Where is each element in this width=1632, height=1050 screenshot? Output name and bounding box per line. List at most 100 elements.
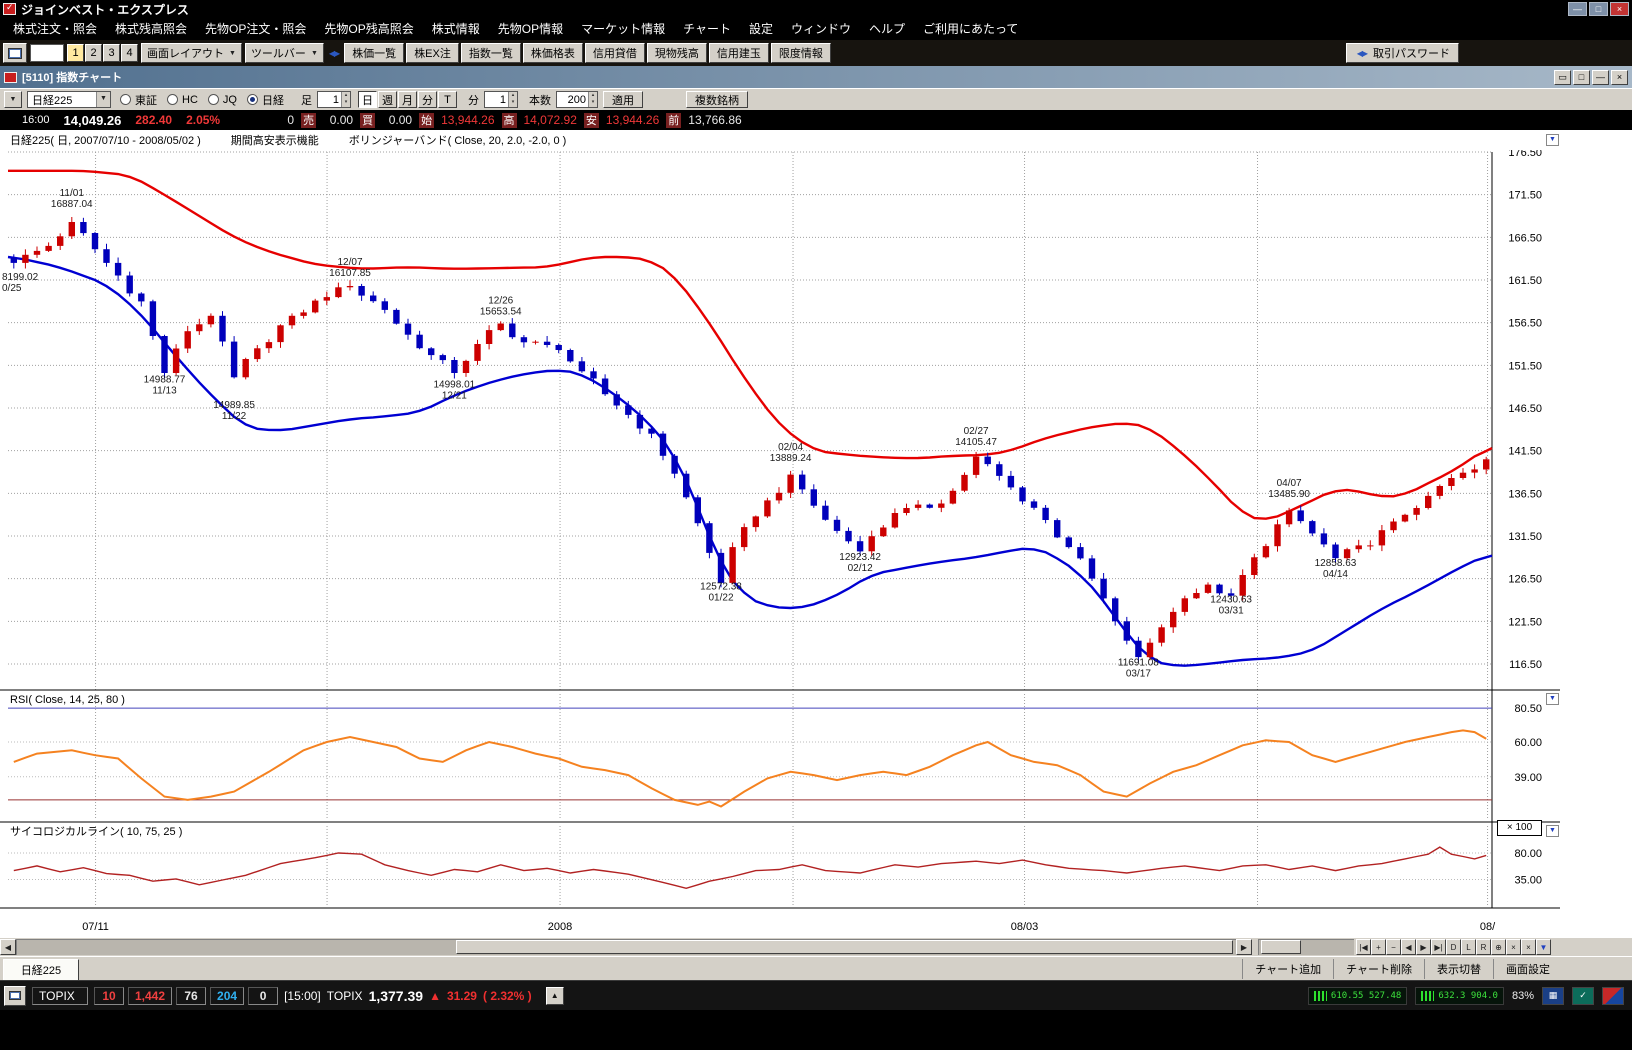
chart-tool-button[interactable]: ▼ [1536,939,1551,955]
menu-item[interactable]: ヘルプ [869,22,906,36]
quick-button[interactable]: 信用建玉 [708,43,769,63]
quick-button[interactable]: 株価格表 [522,43,583,63]
bars-input[interactable]: 200 ▴ ▾ [555,91,598,108]
restore-icon[interactable]: □ [1589,2,1608,16]
chart-action-button[interactable]: 表示切替 [1424,959,1493,979]
preset-button-2[interactable]: 2 [85,44,102,62]
chevron-down-icon: ▼ [229,49,236,57]
tray-app-icon[interactable] [1602,986,1624,1005]
screen-icon-button[interactable] [3,43,27,63]
menu-item[interactable]: 株式残高照会 [115,22,188,36]
multi-symbol-button[interactable]: 複数銘柄 [685,91,748,108]
tray-check-icon[interactable]: ✓ [1572,986,1594,1005]
menu-item[interactable]: 設定 [748,22,773,36]
chart-tool-button[interactable]: ▶| [1431,939,1446,955]
candles [10,217,1490,663]
radio-selected[interactable] [246,94,258,105]
menu-item[interactable]: チャート [683,22,731,36]
panel-dropdown-icon[interactable] [1546,825,1559,837]
svg-text:161.50: 161.50 [1508,275,1542,287]
collapse-arrows-icon[interactable]: ◀▶ [328,48,340,58]
chart-tool-button[interactable]: − [1386,939,1401,955]
svg-text:11/22: 11/22 [222,411,247,422]
scroll-right-icon[interactable]: ▶ [1236,939,1252,955]
menu-item[interactable]: 先物OP注文・照会 [205,22,307,36]
period-button[interactable]: 月 [397,91,417,108]
chart-tool-button[interactable]: × [1521,939,1536,955]
chart-action-button[interactable]: チャート追加 [1242,959,1333,979]
period-button[interactable]: T [437,91,457,108]
zoom-slider-thumb[interactable] [1261,940,1301,954]
apply-button[interactable]: 適用 [602,91,643,108]
chart-action-button[interactable]: チャート削除 [1333,959,1424,979]
tab-nikkei225[interactable]: 日経225 [3,959,79,980]
menu-item[interactable]: 株式情報 [431,22,480,36]
chevron-down-icon[interactable]: ▼ [96,92,110,107]
menu-item[interactable]: ご利用にあたって [923,22,1019,36]
menu-item[interactable]: 先物OP残高照会 [324,22,414,36]
chart-tool-button[interactable]: R [1476,939,1491,955]
radio-unselected[interactable] [120,94,131,105]
quick-button[interactable]: 株価一覧 [344,43,405,63]
period-button[interactable]: 週 [377,91,397,108]
period-button[interactable]: 日 [357,91,377,108]
chart-tool-button[interactable]: ▶ [1416,939,1431,955]
chart-tool-button[interactable]: D [1446,939,1461,955]
collapse-arrows-icon: ◀▶ [1356,48,1368,58]
quick-button[interactable]: 限度情報 [770,43,831,63]
window-minimize-icon[interactable]: — [1592,69,1609,85]
spinner-icon[interactable]: ▴ ▾ [587,92,597,107]
chart-tool-button[interactable]: × [1506,939,1521,955]
chart-tool-button[interactable]: ◀ [1401,939,1416,955]
window-close-icon[interactable]: × [1611,69,1628,85]
preset-button-1[interactable]: 1 [67,44,84,62]
zoom-slider[interactable] [1258,939,1354,955]
signal-bars-icon [1421,990,1435,1001]
chart-menu-button[interactable]: ▼ [4,91,22,108]
quick-button[interactable]: 株EX注 [406,43,459,63]
screen-layout-button[interactable]: 画面レイアウト ▼ [141,43,242,63]
chart-tool-button[interactable]: + [1371,939,1386,955]
minutes-input[interactable]: 1 ▴ ▾ [483,91,518,108]
quick-button[interactable]: 信用貸借 [584,43,645,63]
quick-button[interactable]: 現物残高 [646,43,707,63]
panel-dropdown-icon[interactable] [1546,134,1559,146]
scroll-left-icon[interactable]: ◀ [0,939,16,955]
status-index-select[interactable]: TOPIX [32,986,88,1005]
radio-unselected[interactable] [167,94,178,105]
chart-action-button[interactable]: 画面設定 [1493,959,1562,979]
trade-password-button[interactable]: ◀▶ 取引パスワード [1345,43,1459,63]
window-restore-icon[interactable]: ▭ [1554,69,1571,85]
spinner-icon[interactable]: ▴ ▾ [507,92,517,107]
quick-button[interactable]: 指数一覧 [460,43,521,63]
svg-text:12/07: 12/07 [338,257,363,268]
status-window-button[interactable] [4,985,26,1006]
menu-item[interactable]: マーケット情報 [581,22,666,36]
preset-button-4[interactable]: 4 [121,44,138,62]
chart-tool-button[interactable]: L [1461,939,1476,955]
spinner-icon[interactable]: ▴ ▾ [340,92,350,107]
h-scrollbar[interactable] [16,939,1236,955]
menu-item[interactable]: 株式注文・照会 [13,22,98,36]
chart-tool-button[interactable]: ⊕ [1491,939,1506,955]
window-maximize-icon[interactable]: □ [1573,69,1590,85]
period-button[interactable]: 分 [417,91,437,108]
minimize-icon[interactable]: — [1568,2,1587,16]
chart-tool-button[interactable]: |◀ [1356,939,1371,955]
panel-dropdown-icon[interactable] [1546,693,1559,705]
menu-item[interactable]: ウィンドウ [791,22,852,36]
price-chart[interactable]: 176.50 171.50 166.50 161.50 156.50 151.50 146.… [0,150,1632,938]
h-scrollbar-thumb[interactable] [456,940,1233,954]
close-icon[interactable]: × [1610,2,1629,16]
svg-text:08/: 08/ [1480,921,1496,933]
tray-grid-icon[interactable]: ▦ [1542,986,1564,1005]
toolbar-menu-button[interactable]: ツールバー ▼ [244,43,324,63]
symbol-select[interactable]: 日経225 ▼ [27,91,111,108]
chart-window-titlebar[interactable]: [5110] 指数チャート ▭ □ — × [0,66,1632,88]
ashi-input[interactable]: 1 ▴ ▾ [316,91,351,108]
radio-unselected[interactable] [207,94,219,105]
status-expand-icon[interactable]: ▲ [545,986,564,1005]
status-cell: 0 [248,986,279,1005]
preset-button-3[interactable]: 3 [103,44,120,62]
menu-item[interactable]: 先物OP情報 [497,22,564,36]
